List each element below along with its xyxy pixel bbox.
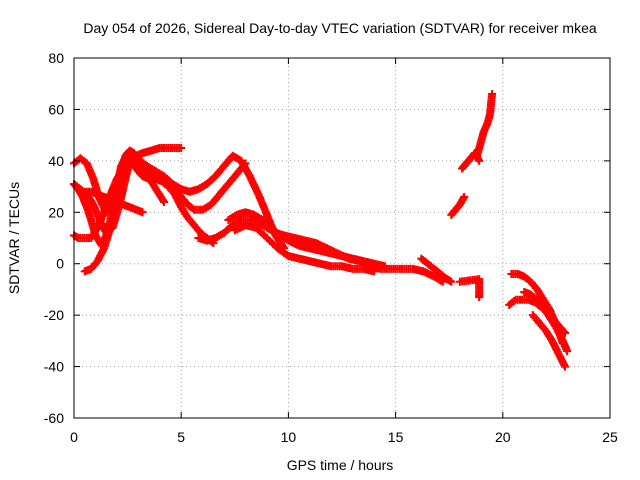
- x-tick-label: 5: [177, 429, 185, 445]
- data-point: [177, 144, 186, 152]
- y-tick-label: -40: [44, 359, 64, 375]
- data-point: [475, 156, 484, 165]
- data-point: [447, 277, 456, 286]
- data-point: [240, 160, 249, 169]
- data-point: [160, 198, 168, 206]
- data-point: [563, 347, 572, 356]
- y-tick-label: 40: [48, 153, 64, 169]
- series-track-14: [455, 275, 484, 302]
- x-tick-label: 15: [388, 429, 404, 445]
- y-tick-label: -60: [44, 410, 64, 426]
- plot-frame: [73, 57, 611, 419]
- data-point: [510, 297, 519, 305]
- y-axis-ticks: -60 -40 -20 0 20 40 60 80: [44, 50, 610, 426]
- series-track-18: [528, 311, 569, 371]
- series-track-9: [230, 221, 379, 276]
- x-tick-label: 10: [281, 429, 297, 445]
- data-point: [380, 262, 389, 271]
- series-track-10: [417, 254, 456, 286]
- y-tick-label: -20: [44, 307, 64, 323]
- data-point: [241, 159, 250, 168]
- data-point: [138, 208, 147, 217]
- data-point: [188, 204, 197, 213]
- y-tick-label: 60: [48, 101, 64, 117]
- data-marks: [70, 90, 572, 371]
- series-track-13: [473, 90, 497, 160]
- chart-title: Day 054 of 2026, Sidereal Day-to-day VTE…: [83, 20, 596, 36]
- series-track-5: [80, 156, 218, 276]
- data-point: [475, 293, 484, 302]
- series-track-8: [224, 208, 389, 271]
- series-track-6: [80, 187, 147, 217]
- x-tick-label: 25: [602, 429, 618, 445]
- y-tick-label: 80: [48, 50, 64, 66]
- data-point: [561, 362, 569, 371]
- x-axis-ticks: 0 5 10 15 20 25: [70, 58, 618, 445]
- y-tick-label: 20: [48, 204, 64, 220]
- x-tick-label: 20: [495, 429, 511, 445]
- data-point: [370, 267, 379, 276]
- y-axis-label: SDTVAR / TECUs: [6, 182, 22, 294]
- series-track-17: [520, 288, 572, 356]
- series-track-11: [447, 192, 469, 219]
- x-axis-label: GPS time / hours: [287, 457, 394, 473]
- data-point: [460, 192, 469, 201]
- data-point: [488, 90, 497, 98]
- grid: [74, 58, 610, 418]
- y-tick-label: 0: [56, 256, 64, 272]
- x-tick-label: 0: [70, 429, 78, 445]
